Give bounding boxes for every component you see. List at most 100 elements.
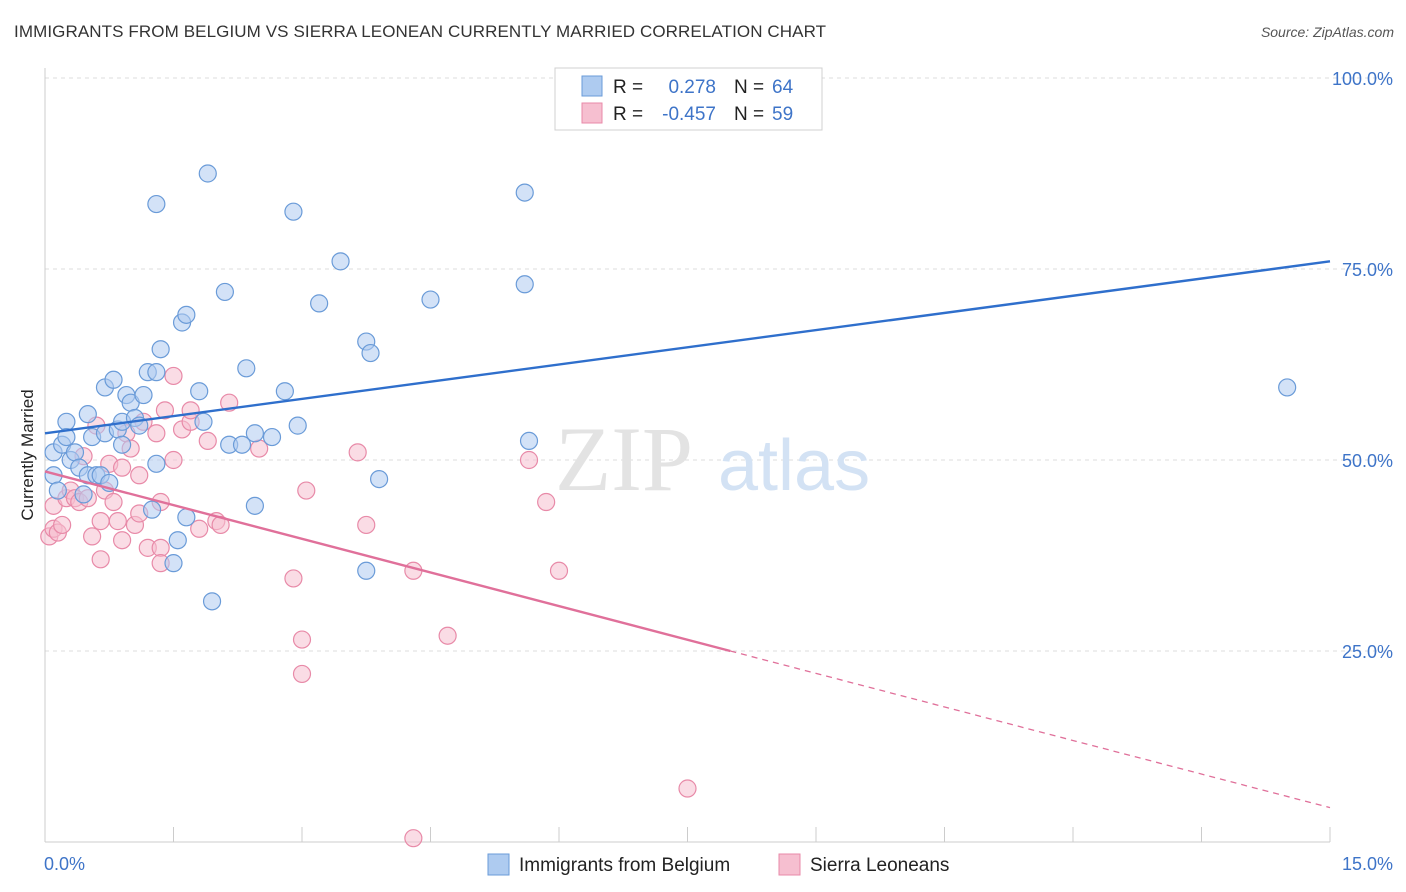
blue-point <box>284 202 303 221</box>
pink-point <box>519 450 539 470</box>
pink-point <box>537 492 556 512</box>
pink-point <box>91 512 110 531</box>
blue-point <box>142 500 162 519</box>
y-tick-label: 100.0% <box>1332 69 1393 89</box>
blue-point <box>331 252 350 271</box>
blue-point <box>198 164 217 183</box>
pink-trend-line-extension <box>730 650 1331 809</box>
y-tick-label: 25.0% <box>1342 642 1393 662</box>
pink-point <box>155 401 175 420</box>
legend-n-label-pink: N = <box>734 104 764 125</box>
pink-point <box>549 561 569 580</box>
pink-point <box>198 431 217 450</box>
blue-point <box>288 416 307 435</box>
legend-r-label-pink: R = <box>613 104 643 125</box>
blue-point <box>48 481 67 500</box>
tick-labels: 100.0% 75.0% 50.0% 25.0% 0.0% 15.0% <box>44 69 1393 874</box>
blue-point <box>262 427 282 447</box>
blue-point <box>104 370 123 389</box>
blue-point <box>515 275 534 294</box>
blue-point <box>370 470 389 489</box>
blue-point <box>421 290 440 309</box>
y-axis-title: Currently Married <box>18 389 37 520</box>
blue-point <box>245 424 264 443</box>
series-legend: Immigrants from Belgium Sierra Leoneans <box>487 853 949 876</box>
blue-point <box>112 435 132 454</box>
blue-point <box>177 508 196 527</box>
blue-point <box>57 427 76 447</box>
pink-point <box>292 630 312 649</box>
pink-point <box>284 569 303 588</box>
blue-point <box>232 435 252 454</box>
blue-point <box>65 443 85 462</box>
x-tick-label: 15.0% <box>1342 854 1393 874</box>
pink-point <box>104 492 123 512</box>
pink-point <box>438 626 457 645</box>
blue-point <box>57 412 76 431</box>
blue-point <box>74 485 93 504</box>
pink-point <box>357 515 376 535</box>
pink-point <box>348 443 367 462</box>
blue-point <box>237 359 256 378</box>
bottom-legend-swatch-blue <box>487 853 510 876</box>
blue-point <box>190 382 209 401</box>
pink-point <box>164 450 183 470</box>
legend-swatch-pink <box>581 102 603 124</box>
blue-point <box>245 496 264 515</box>
legend-r-label-blue: R = <box>613 77 643 98</box>
blue-point <box>177 305 196 324</box>
pink-point <box>292 664 312 684</box>
pink-point <box>83 527 102 546</box>
bottom-legend-label-pink: Sierra Leoneans <box>810 855 949 876</box>
pink-point <box>147 424 166 443</box>
pink-point <box>108 512 127 531</box>
source-label: Source: ZipAtlas.com <box>1260 24 1394 40</box>
blue-point <box>151 340 170 359</box>
pink-point <box>53 515 72 535</box>
blue-point <box>134 385 153 405</box>
pink-point <box>297 481 316 500</box>
watermark: ZIP atlas <box>555 408 870 510</box>
pink-point <box>91 550 110 569</box>
bottom-legend-swatch-pink <box>778 853 801 876</box>
bottom-legend-label-blue: Immigrants from Belgium <box>519 855 730 876</box>
legend-r-value-pink: -0.457 <box>662 104 716 125</box>
blue-point <box>78 405 97 424</box>
blue-point <box>310 294 329 313</box>
blue-point <box>147 363 166 382</box>
blue-point <box>357 561 376 580</box>
correlation-legend: R = 0.278 N = 64 R = -0.457 N = 59 <box>554 67 823 131</box>
pink-point <box>404 561 423 580</box>
blue-trend-line <box>44 260 1331 435</box>
y-tick-label: 75.0% <box>1342 260 1393 280</box>
watermark-atlas: atlas <box>718 426 870 506</box>
watermark-zip: ZIP <box>555 408 693 510</box>
blue-point <box>519 431 539 450</box>
legend-r-value-blue: 0.278 <box>668 77 716 98</box>
pink-point <box>151 538 170 557</box>
legend-n-value-pink: 59 <box>772 104 793 125</box>
blue-point <box>194 412 213 431</box>
x-tick-label: 0.0% <box>44 854 85 874</box>
series-belgium-points <box>44 164 1297 611</box>
blue-point <box>202 592 222 611</box>
blue-point <box>361 343 380 363</box>
pink-point <box>112 458 132 477</box>
blue-point <box>168 531 187 550</box>
legend-n-value-blue: 64 <box>772 77 794 98</box>
blue-point <box>147 454 166 473</box>
pink-point <box>112 531 132 550</box>
blue-point <box>147 194 166 214</box>
pink-point <box>404 829 423 848</box>
pink-point <box>130 466 149 485</box>
blue-point <box>215 282 234 302</box>
chart-title: IMMIGRANTS FROM BELGIUM VS SIERRA LEONEA… <box>14 22 827 41</box>
blue-point <box>515 183 534 202</box>
pink-point <box>190 519 209 538</box>
legend-swatch-blue <box>581 75 603 97</box>
series-sierra-leoneans-points <box>40 366 697 848</box>
blue-point <box>164 554 183 573</box>
blue-point <box>1278 378 1297 397</box>
blue-point <box>275 382 294 401</box>
